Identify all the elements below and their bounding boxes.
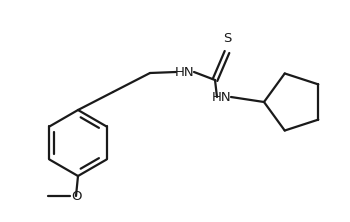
Text: O: O xyxy=(71,190,81,202)
Text: S: S xyxy=(223,32,231,45)
Text: HN: HN xyxy=(212,91,232,103)
Text: HN: HN xyxy=(175,65,195,79)
